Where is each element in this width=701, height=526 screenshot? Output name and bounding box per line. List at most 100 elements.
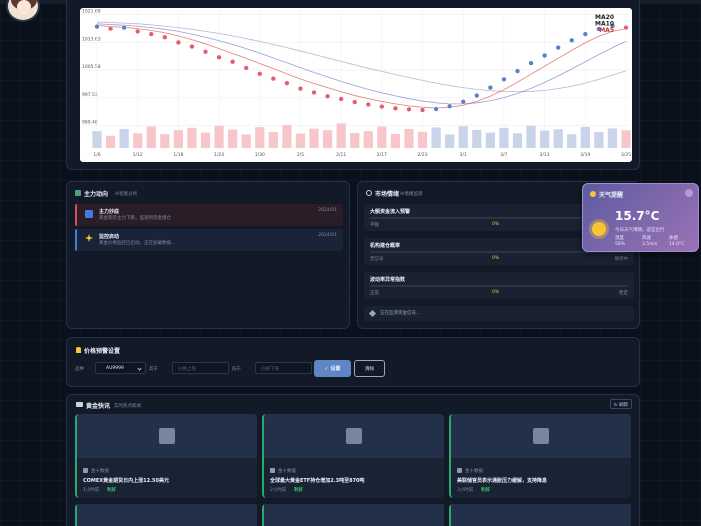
stat-value: 14.0°C	[669, 242, 685, 247]
volume-bar	[607, 128, 618, 148]
sentiment-title: 市场情绪	[375, 191, 400, 198]
dropdown-arrow	[137, 366, 142, 371]
alert-panel: 价格预警设置 品种 AU9999 高于 价格上限 低于 价格下限 ✓ 设置 清除	[66, 337, 640, 387]
price-point	[243, 65, 249, 71]
weather-desc: 今日天气晴朗，适宜出行	[615, 228, 665, 233]
item-left: 无信号	[370, 257, 384, 262]
price-point	[311, 89, 317, 96]
price-point	[216, 54, 222, 60]
image-placeholder	[533, 428, 549, 444]
card-image	[77, 414, 257, 458]
volume-bar	[512, 133, 523, 148]
volume-bar	[133, 133, 143, 148]
x-tick-label: 3/13	[540, 152, 550, 158]
x-tick-label: 1/12	[133, 152, 143, 158]
clear-label: 清除	[365, 367, 374, 372]
volume-bar	[255, 127, 265, 148]
legend-label: MA20	[595, 14, 614, 21]
kind-value: AU9999	[106, 366, 124, 371]
volume-bar	[363, 131, 373, 148]
card-headline: 全球最大黄金ETF持仓增加2.3吨至870吨	[270, 478, 365, 484]
card-source: 金十数据	[91, 469, 109, 474]
volume-bar	[499, 127, 509, 148]
stat-label: 湿度	[615, 236, 624, 241]
item-left: 平静	[370, 223, 379, 228]
news-title: 黄金快讯	[86, 403, 111, 410]
price-point	[447, 103, 453, 109]
card-time: 1小时前	[83, 488, 100, 493]
price-point	[379, 103, 385, 110]
price-point	[555, 44, 561, 51]
item-title: 大额资金流入预警	[370, 209, 411, 215]
image-placeholder	[346, 428, 362, 444]
volume-bar	[350, 132, 360, 148]
price-point	[501, 76, 507, 82]
y-tick-label: 989.48	[82, 120, 98, 126]
x-tick-label: 2/5	[297, 152, 304, 158]
price-point	[107, 25, 114, 32]
item-title: 监控启动	[99, 234, 120, 240]
price-point	[392, 105, 399, 111]
above-label: 高于	[149, 367, 158, 372]
flow-item: 监控启动 黄金价格监控已启动，正在加载数据... 2024/01	[75, 229, 343, 251]
volume-bar	[445, 134, 455, 148]
set-label: ✓ 设置	[324, 366, 341, 372]
item-time: 2024/01	[318, 208, 337, 213]
above-placeholder: 价格上限	[178, 367, 196, 372]
set-button[interactable]: ✓ 设置	[314, 360, 351, 377]
item-value: 0%	[492, 222, 500, 227]
plot-area	[80, 8, 632, 162]
sentiment-subtitle: AI情绪监测	[400, 191, 423, 197]
volume-bar	[539, 130, 550, 148]
price-point	[487, 84, 494, 91]
kind-label: 品种	[75, 367, 84, 372]
bell-icon	[76, 347, 81, 353]
x-tick-label: 1/24	[214, 152, 224, 158]
kind-select[interactable]: AU9999	[95, 362, 146, 374]
above-input[interactable]: 价格上限	[172, 362, 229, 374]
x-tick-label: 3/25	[621, 152, 631, 158]
card-tag: 利好	[481, 488, 490, 493]
news-card[interactable]: 金十数据 美联储官员表示通胀压力缓解，支持降息 3小时前 利好	[449, 414, 631, 498]
legend-label: MA10	[595, 21, 614, 28]
item-value: 0%	[492, 290, 500, 295]
price-point	[365, 101, 371, 108]
item-right: 稳定	[619, 291, 628, 296]
price-point	[528, 60, 534, 66]
info-icon	[85, 210, 93, 218]
source-icon	[457, 468, 462, 473]
x-tick-label: 1/6	[93, 152, 100, 158]
ma-line	[96, 23, 627, 105]
news-card[interactable]: 金十数据 全球最大黄金ETF持仓增加2.3吨至870吨 2小时前 利好	[262, 414, 444, 498]
y-tick-label: 997.53	[82, 92, 98, 98]
below-input[interactable]: 价格下限	[255, 362, 312, 374]
image-placeholder	[159, 428, 175, 444]
price-point	[121, 24, 127, 31]
volume-bar	[322, 130, 333, 148]
price-point	[257, 71, 263, 77]
x-tick-label: 2/23	[417, 152, 427, 158]
volume-bar	[567, 134, 577, 148]
price-point	[596, 26, 602, 32]
volume-bar	[336, 123, 346, 148]
clear-button[interactable]: 清除	[354, 360, 385, 377]
source-icon	[83, 468, 88, 473]
volume-bar	[282, 125, 292, 148]
below-label: 低于	[232, 367, 241, 372]
price-point	[135, 28, 141, 35]
price-point	[324, 93, 331, 99]
progress-track	[370, 251, 628, 253]
avatar[interactable]	[6, 0, 40, 22]
news-card[interactable]: 金十数据 COMEX黄金期货日内上涨12.50美元 1小时前 利好	[75, 414, 257, 498]
volume-bar	[458, 126, 468, 148]
close-button[interactable]	[685, 189, 693, 197]
card-time: 3小时前	[457, 488, 474, 493]
volume-bar	[92, 131, 102, 148]
volume-bar	[526, 125, 536, 148]
price-point	[94, 23, 100, 30]
sentiment-icon	[366, 190, 372, 196]
card-source: 金十数据	[278, 469, 296, 474]
price-point	[338, 96, 344, 102]
refresh-button[interactable]: ↻ 刷新	[610, 399, 632, 409]
